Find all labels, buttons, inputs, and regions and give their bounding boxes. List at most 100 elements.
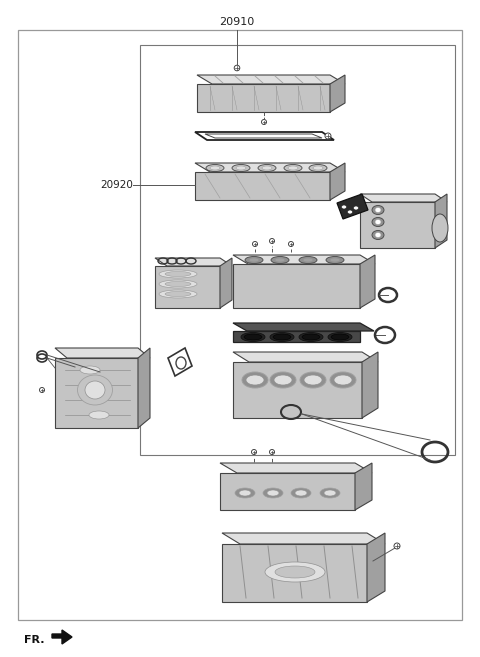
Ellipse shape [303, 258, 313, 262]
Polygon shape [233, 352, 378, 362]
Ellipse shape [353, 206, 359, 210]
Ellipse shape [299, 332, 323, 342]
Polygon shape [355, 463, 372, 510]
Ellipse shape [330, 372, 356, 388]
Polygon shape [330, 75, 345, 112]
Text: FR.: FR. [24, 635, 45, 645]
Polygon shape [360, 255, 375, 308]
Ellipse shape [235, 488, 255, 498]
Ellipse shape [334, 375, 352, 385]
Ellipse shape [270, 332, 294, 342]
Polygon shape [220, 258, 232, 308]
Polygon shape [195, 132, 334, 140]
Polygon shape [195, 163, 345, 172]
Polygon shape [205, 134, 322, 138]
Ellipse shape [165, 292, 191, 296]
Ellipse shape [80, 366, 100, 374]
Ellipse shape [330, 258, 340, 262]
Circle shape [39, 388, 45, 392]
Bar [18, 30, 462, 620]
Polygon shape [222, 544, 367, 602]
Polygon shape [233, 362, 362, 418]
Circle shape [288, 242, 293, 246]
Ellipse shape [348, 210, 352, 214]
Ellipse shape [159, 280, 197, 288]
Ellipse shape [313, 166, 323, 170]
Ellipse shape [271, 256, 289, 263]
Circle shape [325, 133, 331, 139]
Polygon shape [233, 255, 375, 264]
Ellipse shape [165, 271, 191, 277]
Ellipse shape [275, 566, 315, 578]
Ellipse shape [267, 490, 279, 496]
Ellipse shape [265, 562, 325, 582]
Polygon shape [222, 533, 385, 544]
Ellipse shape [83, 381, 103, 389]
Circle shape [269, 238, 275, 244]
Ellipse shape [263, 488, 283, 498]
Polygon shape [220, 463, 372, 473]
Polygon shape [197, 75, 345, 84]
Ellipse shape [299, 256, 317, 263]
Polygon shape [55, 358, 138, 428]
Ellipse shape [291, 488, 311, 498]
Ellipse shape [288, 166, 298, 170]
Polygon shape [197, 84, 330, 112]
Polygon shape [138, 348, 150, 428]
Ellipse shape [320, 488, 340, 498]
Ellipse shape [273, 334, 291, 340]
Circle shape [394, 543, 400, 549]
Ellipse shape [275, 258, 285, 262]
Ellipse shape [341, 205, 347, 209]
Ellipse shape [262, 166, 272, 170]
Bar [140, 45, 455, 455]
Ellipse shape [244, 334, 262, 340]
Ellipse shape [245, 256, 263, 263]
Polygon shape [367, 533, 385, 602]
Polygon shape [435, 194, 447, 248]
Ellipse shape [249, 258, 259, 262]
Ellipse shape [270, 372, 296, 388]
Ellipse shape [89, 411, 109, 419]
Ellipse shape [159, 290, 197, 298]
Ellipse shape [77, 375, 112, 405]
Polygon shape [362, 352, 378, 418]
Polygon shape [330, 163, 345, 200]
Circle shape [262, 120, 266, 124]
Ellipse shape [284, 164, 302, 171]
Ellipse shape [326, 256, 344, 263]
Ellipse shape [159, 270, 197, 278]
Polygon shape [52, 630, 72, 644]
Ellipse shape [258, 164, 276, 171]
Polygon shape [155, 266, 220, 308]
Ellipse shape [239, 490, 251, 496]
Polygon shape [233, 331, 360, 342]
Polygon shape [195, 172, 330, 200]
Ellipse shape [300, 372, 326, 388]
Ellipse shape [302, 334, 320, 340]
Ellipse shape [232, 164, 250, 171]
Ellipse shape [242, 372, 268, 388]
Polygon shape [233, 264, 360, 308]
Ellipse shape [432, 214, 448, 242]
Ellipse shape [324, 490, 336, 496]
Ellipse shape [246, 375, 264, 385]
Ellipse shape [241, 332, 265, 342]
Ellipse shape [206, 164, 224, 171]
Circle shape [269, 449, 275, 455]
Ellipse shape [210, 166, 220, 170]
Polygon shape [220, 473, 355, 510]
Ellipse shape [165, 281, 191, 286]
Text: 20920: 20920 [100, 180, 133, 190]
Circle shape [252, 242, 257, 246]
Ellipse shape [274, 375, 292, 385]
Text: 20910: 20910 [219, 17, 254, 27]
Ellipse shape [328, 332, 352, 342]
Ellipse shape [236, 166, 246, 170]
Polygon shape [337, 194, 368, 219]
Polygon shape [55, 348, 150, 358]
Polygon shape [155, 258, 232, 266]
Circle shape [252, 449, 256, 455]
Ellipse shape [375, 233, 381, 237]
Ellipse shape [331, 334, 349, 340]
